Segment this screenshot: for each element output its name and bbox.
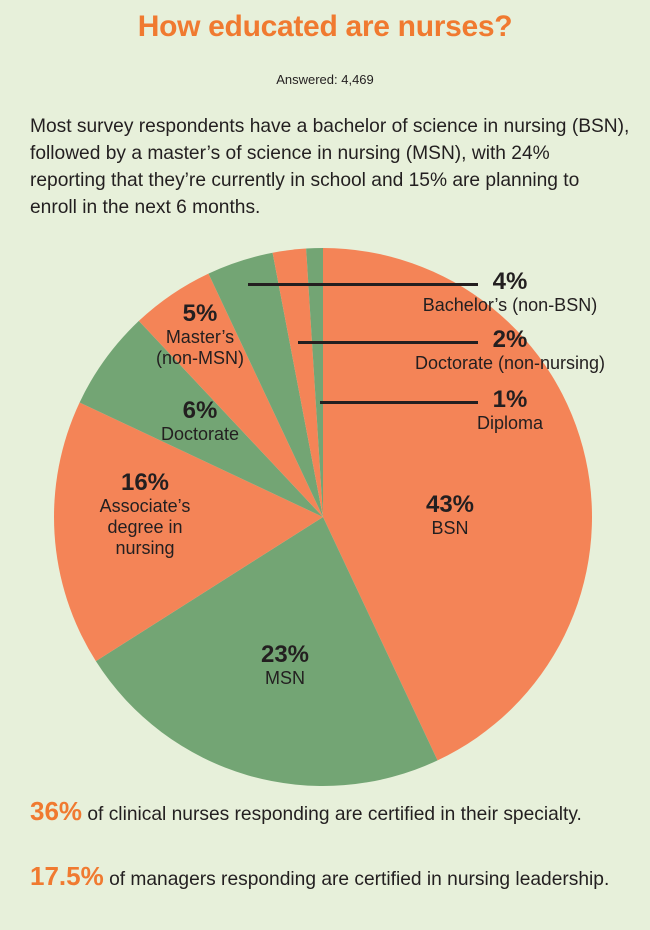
label-bsn-name: BSN — [431, 518, 469, 538]
label-msn: 23% MSN — [225, 642, 345, 689]
label-associate-line3: nursing — [115, 538, 175, 558]
stat-clinical-text: of clinical nurses responding are certif… — [82, 804, 582, 825]
pie-slice-bsn — [323, 248, 592, 761]
pie-slice-doctorate-non-nursing — [272, 248, 323, 517]
label-masters-pct: 5% — [182, 300, 218, 327]
label-diploma-name: Diploma — [476, 413, 544, 433]
intro-paragraph: Most survey respondents have a bachelor … — [30, 116, 630, 218]
label-msn-pct: 23% — [260, 641, 310, 668]
stat-clinical-certified: 36% of clinical nurses responding are ce… — [30, 797, 630, 829]
pie-slice-master-s-non-msn — [138, 273, 323, 517]
stat-managers-text: of managers responding are certified in … — [103, 869, 610, 890]
pie-slice-msn — [95, 517, 438, 786]
answered-count: Answered: 4,469 — [276, 72, 374, 87]
label-msn-name: MSN — [265, 668, 305, 688]
pie-slice-doctorate — [79, 320, 323, 517]
pie-slice-associate-s-degree-in-nursing — [54, 402, 324, 662]
label-bsn-pct: 43% — [425, 491, 475, 518]
label-doctorate-non-nursing: 2% Doctorate (non-nursing) — [390, 327, 630, 374]
stat-managers-value: 17.5% — [30, 861, 104, 891]
label-bachelors-name: Bachelor’s (non-BSN) — [422, 295, 598, 315]
label-masters-line1: Master’s — [165, 327, 235, 347]
stat-managers-certified: 17.5% of managers responding are certifi… — [30, 862, 630, 894]
label-diploma: 1% Diploma — [450, 387, 570, 434]
label-doctorate: 6% Doctorate — [140, 398, 260, 445]
label-diploma-pct: 1% — [492, 386, 528, 413]
pie-slice-bachelor-s-non-bsn — [208, 252, 323, 517]
label-associate-line2: degree in — [107, 517, 183, 537]
label-doctorate-pct: 6% — [182, 397, 218, 424]
label-associate-line1: Associate’s — [99, 496, 191, 516]
label-bsn: 43% BSN — [390, 492, 510, 539]
label-bachelors-pct: 4% — [492, 268, 528, 295]
label-doctorate-name: Doctorate — [160, 424, 240, 444]
leader-line-doctorate-non-nursing — [298, 341, 478, 344]
leader-line-diploma — [320, 401, 478, 404]
stat-clinical-value: 36% — [30, 796, 83, 826]
label-masters-line2: (non-MSN) — [155, 348, 244, 368]
label-associate: 16% Associate’s degree in nursing — [80, 470, 210, 559]
label-bachelors-non-bsn: 4% Bachelor’s (non-BSN) — [400, 269, 620, 316]
pie-slice-diploma — [306, 248, 323, 517]
label-masters-non-msn: 5% Master’s (non-MSN) — [140, 301, 260, 369]
label-associate-pct: 16% — [120, 469, 170, 496]
leader-line-bachelors — [248, 283, 478, 286]
label-doctorate-non-nursing-pct: 2% — [492, 326, 528, 353]
label-doctorate-non-nursing-name: Doctorate (non-nursing) — [414, 353, 606, 373]
page-title: How educated are nurses? — [137, 10, 513, 43]
